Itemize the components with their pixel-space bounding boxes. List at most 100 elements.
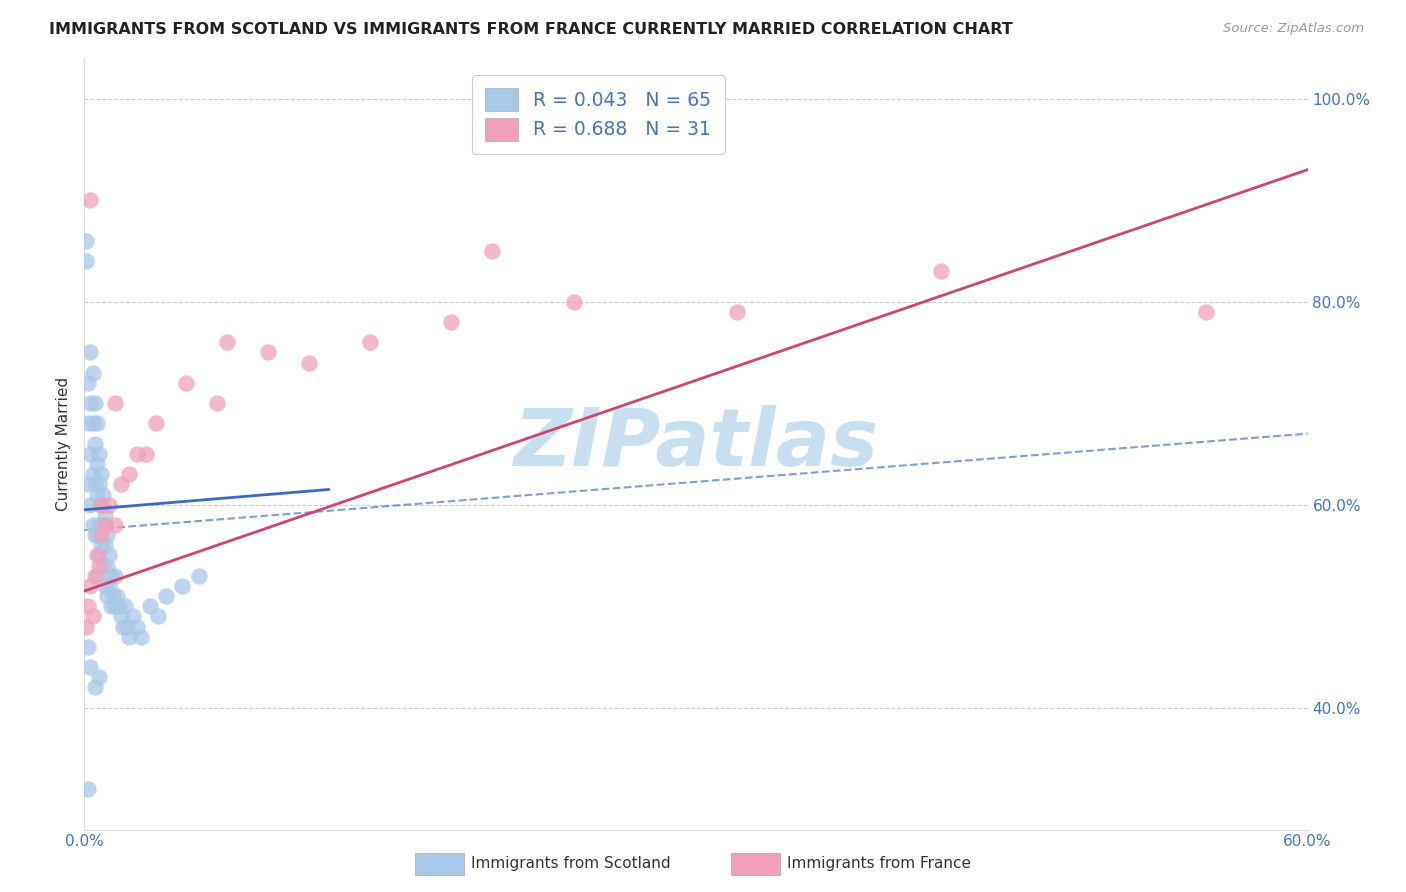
Point (86, 528, 108, 542)
Point (97, 549, 120, 563)
Point (97, 579, 120, 593)
Text: Immigrants from France: Immigrants from France (787, 856, 972, 871)
Point (104, 599, 127, 614)
Point (75, 254, 97, 268)
Point (187, 568, 209, 582)
Point (77, 599, 100, 614)
Point (91, 518, 114, 533)
Point (104, 568, 127, 582)
Point (104, 396, 127, 410)
Point (87, 558, 110, 573)
Point (87, 670, 110, 684)
Point (101, 589, 124, 603)
Point (82, 609, 104, 624)
Point (298, 355, 321, 369)
Point (257, 345, 280, 359)
Text: IMMIGRANTS FROM SCOTLAND VS IMMIGRANTS FROM FRANCE CURRENTLY MARRIED CORRELATION: IMMIGRANTS FROM SCOTLAND VS IMMIGRANTS F… (49, 22, 1012, 37)
Y-axis label: Currently Married: Currently Married (56, 376, 72, 511)
Point (93, 538, 115, 552)
Point (481, 244, 503, 258)
Point (77, 781, 100, 796)
Point (562, 294, 585, 309)
Point (104, 518, 127, 533)
Point (83, 568, 105, 582)
Point (105, 589, 128, 603)
Point (77, 417, 100, 431)
Point (440, 315, 463, 329)
Point (114, 599, 136, 614)
Point (155, 589, 177, 603)
Point (91, 487, 114, 501)
Point (93, 508, 115, 522)
Text: Immigrants from Scotland: Immigrants from Scotland (471, 856, 671, 871)
Point (79, 579, 101, 593)
Text: Source: ZipAtlas.com: Source: ZipAtlas.com (1223, 22, 1364, 36)
Point (82, 467, 104, 482)
Point (115, 619, 138, 633)
Point (86, 549, 108, 563)
Point (79, 498, 101, 512)
Point (110, 609, 132, 624)
FancyBboxPatch shape (731, 853, 780, 875)
Point (118, 630, 141, 644)
Point (146, 609, 169, 624)
FancyBboxPatch shape (415, 853, 464, 875)
Text: ZIPatlas: ZIPatlas (513, 405, 879, 483)
Legend: R = 0.043   N = 65, R = 0.688   N = 31: R = 0.043 N = 65, R = 0.688 N = 31 (471, 75, 724, 153)
Point (96, 528, 118, 542)
Point (90, 498, 112, 512)
Point (86, 457, 108, 471)
Point (83, 396, 105, 410)
Point (145, 417, 167, 431)
Point (122, 609, 145, 624)
Point (127, 447, 149, 461)
Point (83, 681, 105, 695)
Point (77, 640, 100, 654)
Point (127, 619, 149, 633)
Point (79, 660, 101, 674)
Point (100, 568, 122, 582)
Point (77, 477, 100, 491)
Point (96, 558, 118, 573)
Point (108, 599, 131, 614)
Point (86, 417, 108, 431)
Point (725, 305, 748, 319)
Point (87, 549, 110, 563)
Point (93, 579, 115, 593)
Point (90, 498, 112, 512)
Point (172, 579, 194, 593)
Point (83, 477, 105, 491)
Point (205, 396, 228, 410)
Point (1195, 305, 1218, 319)
Point (87, 447, 110, 461)
Point (359, 335, 381, 350)
Point (131, 630, 153, 644)
Point (97, 498, 120, 512)
Point (83, 528, 105, 542)
Point (217, 335, 239, 350)
Point (100, 599, 122, 614)
Point (929, 264, 952, 278)
Point (87, 477, 110, 491)
Point (86, 487, 108, 501)
Point (82, 417, 104, 431)
Point (90, 528, 112, 542)
Point (87, 518, 110, 533)
Point (83, 436, 105, 450)
Point (174, 376, 197, 390)
Point (93, 518, 115, 533)
Point (135, 447, 157, 461)
Point (82, 518, 104, 533)
Point (118, 467, 141, 482)
Point (110, 477, 132, 491)
Point (79, 396, 101, 410)
Point (79, 447, 101, 461)
Point (82, 366, 104, 380)
Point (91, 558, 114, 573)
Point (79, 345, 101, 359)
Point (75, 234, 97, 248)
Point (112, 619, 135, 633)
Point (138, 599, 160, 614)
Point (79, 193, 101, 207)
Point (77, 376, 100, 390)
